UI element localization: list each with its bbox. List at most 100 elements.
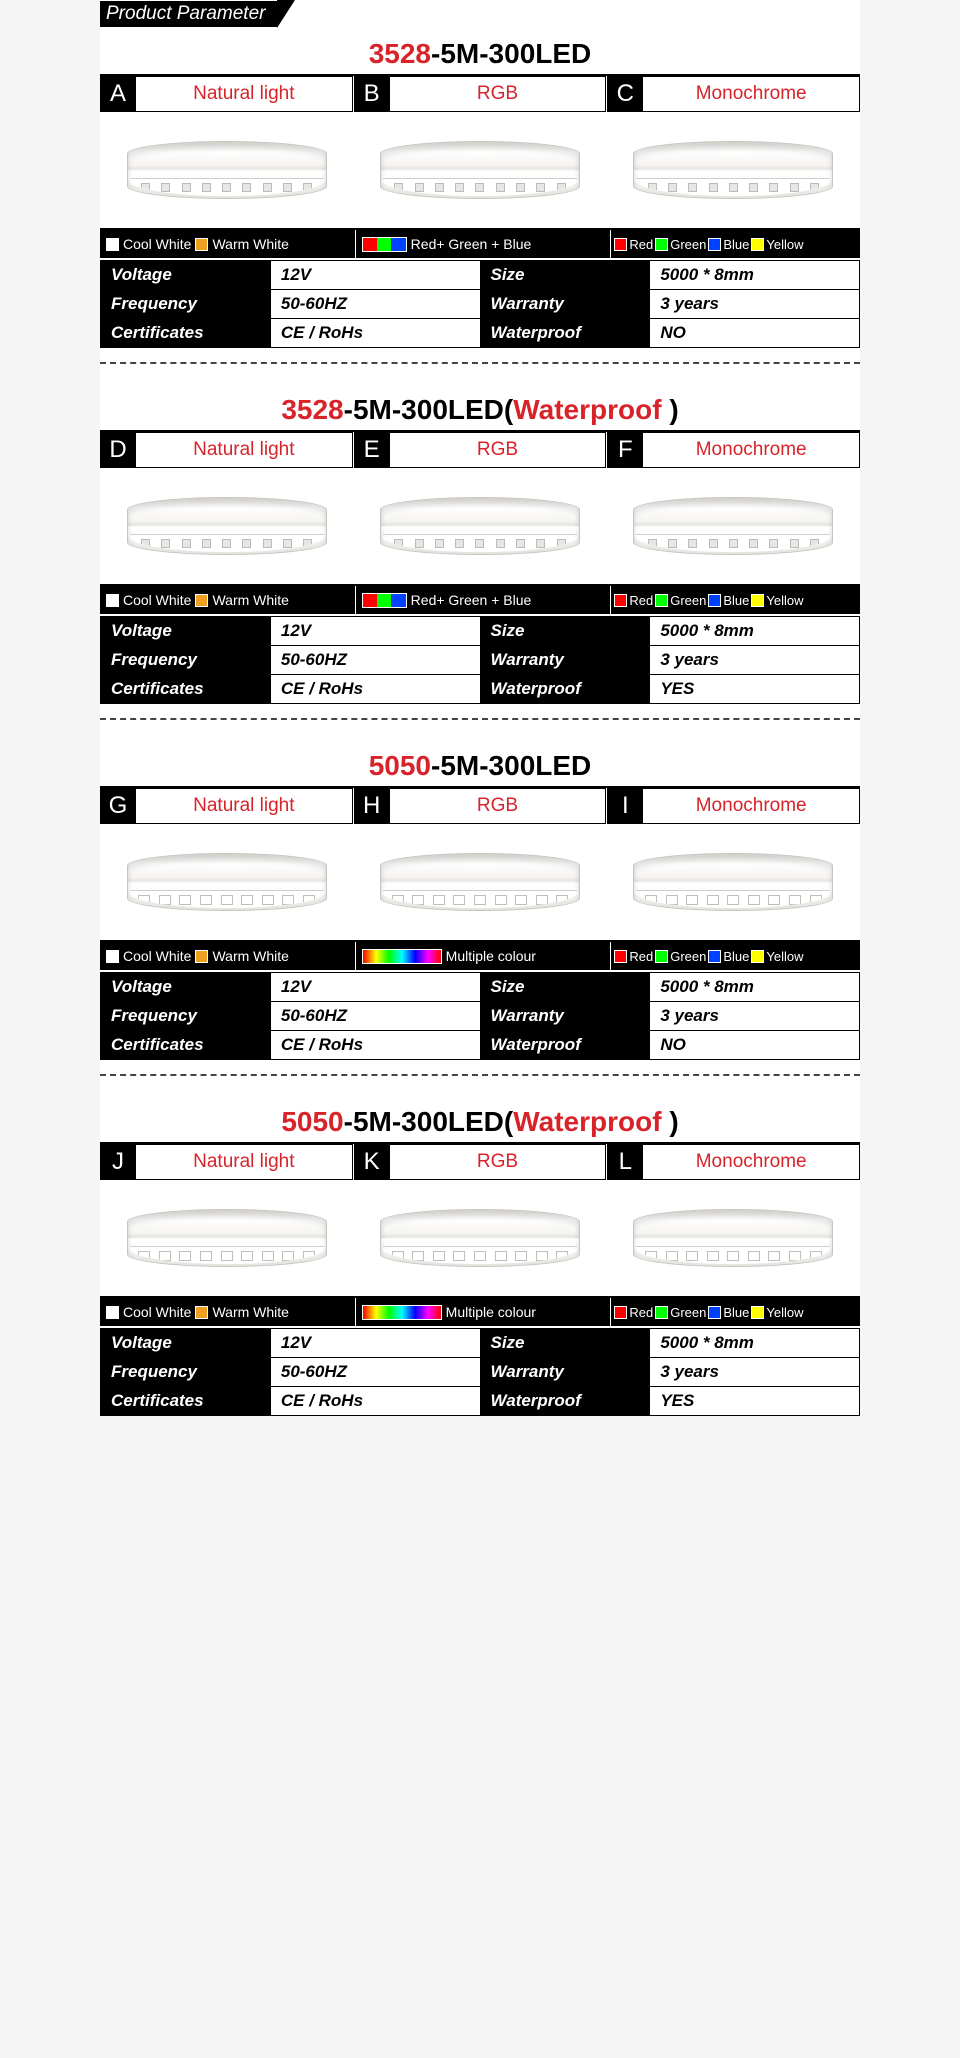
table-row: Certificates CE / RoHs Waterproof NO — [101, 319, 860, 348]
led-chip — [141, 539, 150, 548]
led-chip — [200, 895, 212, 905]
title-part2: -5M-300LED( — [344, 1106, 514, 1137]
led-strip-image — [380, 497, 580, 555]
legend-natural: Cool White Warm White — [100, 1298, 356, 1326]
led-chip — [453, 1251, 465, 1261]
col-label-rgb: RGB — [390, 788, 607, 824]
led-chip — [688, 539, 697, 548]
image-cell — [100, 824, 353, 940]
swatch-coolwhite — [106, 950, 119, 963]
swatch-blue — [708, 950, 721, 963]
legend-rgb-text: Red+ Green + Blue — [411, 592, 532, 608]
legend-cool: Cool White — [123, 236, 191, 252]
led-chip — [415, 539, 424, 548]
led-chip — [810, 1251, 822, 1261]
led-chip — [303, 895, 315, 905]
rgb-swatch — [362, 237, 407, 252]
led-chip — [790, 183, 799, 192]
spec-freq-label: Frequency — [101, 1358, 271, 1387]
section-title: 5050-5M-300LED — [100, 740, 860, 786]
product-section-2: 5050-5M-300LED GNatural light HRGB IMono… — [100, 740, 860, 1076]
letter-box: H — [354, 788, 390, 824]
title-part4: ) — [669, 394, 678, 425]
col-label-mono: Monochrome — [643, 788, 860, 824]
led-chip — [394, 539, 403, 548]
col-b: BRGB — [354, 76, 608, 112]
legend-green: Green — [670, 237, 706, 252]
led-strip-image — [380, 853, 580, 911]
spec-cert-val: CE / RoHs — [270, 1387, 480, 1416]
image-row — [100, 112, 860, 230]
swatch-red — [614, 594, 627, 607]
led-chip — [709, 183, 718, 192]
led-chip — [182, 539, 191, 548]
led-chip — [729, 183, 738, 192]
legend-cool: Cool White — [123, 592, 191, 608]
col-c: FMonochrome — [607, 432, 860, 468]
led-chip — [790, 539, 799, 548]
swatch-green — [655, 238, 668, 251]
col-a: ANatural light — [100, 76, 354, 112]
led-chip — [475, 539, 484, 548]
legend-mono: Red Green Blue Yellow — [611, 230, 860, 258]
table-row: Certificates CE / RoHs Waterproof YES — [101, 1387, 860, 1416]
section-separator — [100, 718, 860, 720]
spec-voltage-val: 12V — [270, 1329, 480, 1358]
led-chip — [769, 183, 778, 192]
swatch-coolwhite — [106, 1306, 119, 1319]
led-chip — [435, 539, 444, 548]
title-part2: -5M-300LED — [431, 750, 591, 781]
led-chip — [433, 895, 445, 905]
swatch-blue — [708, 238, 721, 251]
spec-cert-val: CE / RoHs — [270, 675, 480, 704]
table-row: Frequency 50-60HZ Warranty 3 years — [101, 646, 860, 675]
led-chip — [241, 895, 253, 905]
spec-voltage-val: 12V — [270, 973, 480, 1002]
led-chip — [516, 539, 525, 548]
column-header-row: JNatural light KRGB LMonochrome — [100, 1142, 860, 1180]
led-chip — [221, 1251, 233, 1261]
led-chip — [453, 895, 465, 905]
led-chip — [666, 895, 678, 905]
rainbow-swatch — [362, 1305, 442, 1320]
header-bar: Product Parameter — [100, 0, 860, 28]
led-strip-image — [633, 141, 833, 199]
led-chip — [412, 1251, 424, 1261]
led-chip — [303, 183, 312, 192]
led-chip — [648, 183, 657, 192]
led-chip — [455, 539, 464, 548]
title-part1: 3528 — [369, 38, 431, 69]
spec-size-label: Size — [480, 973, 650, 1002]
led-chip — [161, 183, 170, 192]
swatch-green — [655, 950, 668, 963]
col-c: IMonochrome — [607, 788, 860, 824]
image-row — [100, 468, 860, 586]
led-chip — [557, 539, 566, 548]
spec-freq-label: Frequency — [101, 290, 271, 319]
led-chip — [221, 895, 233, 905]
legend-warm: Warm White — [212, 948, 288, 964]
legend-yellow: Yellow — [766, 593, 803, 608]
legend-blue: Blue — [723, 1305, 749, 1320]
led-strip-image — [633, 497, 833, 555]
led-chip — [141, 183, 150, 192]
swatch-warmwhite — [195, 594, 208, 607]
image-cell — [100, 468, 353, 584]
led-chip — [668, 183, 677, 192]
led-chip — [536, 539, 545, 548]
section-title: 5050-5M-300LED(Waterproof ) — [100, 1096, 860, 1142]
swatch-blue — [708, 594, 721, 607]
spec-voltage-label: Voltage — [101, 973, 271, 1002]
swatch-red — [614, 950, 627, 963]
led-chip — [392, 895, 404, 905]
table-row: Voltage 12V Size 5000 * 8mm — [101, 973, 860, 1002]
led-chip — [474, 1251, 486, 1261]
column-header-row: DNatural light ERGB FMonochrome — [100, 430, 860, 468]
led-chip — [556, 895, 568, 905]
led-strip-image — [127, 1209, 327, 1267]
image-row — [100, 824, 860, 942]
spec-wp-val: NO — [650, 1031, 860, 1060]
table-row: Voltage 12V Size 5000 * 8mm — [101, 617, 860, 646]
image-cell — [607, 1180, 860, 1296]
led-chip — [394, 183, 403, 192]
